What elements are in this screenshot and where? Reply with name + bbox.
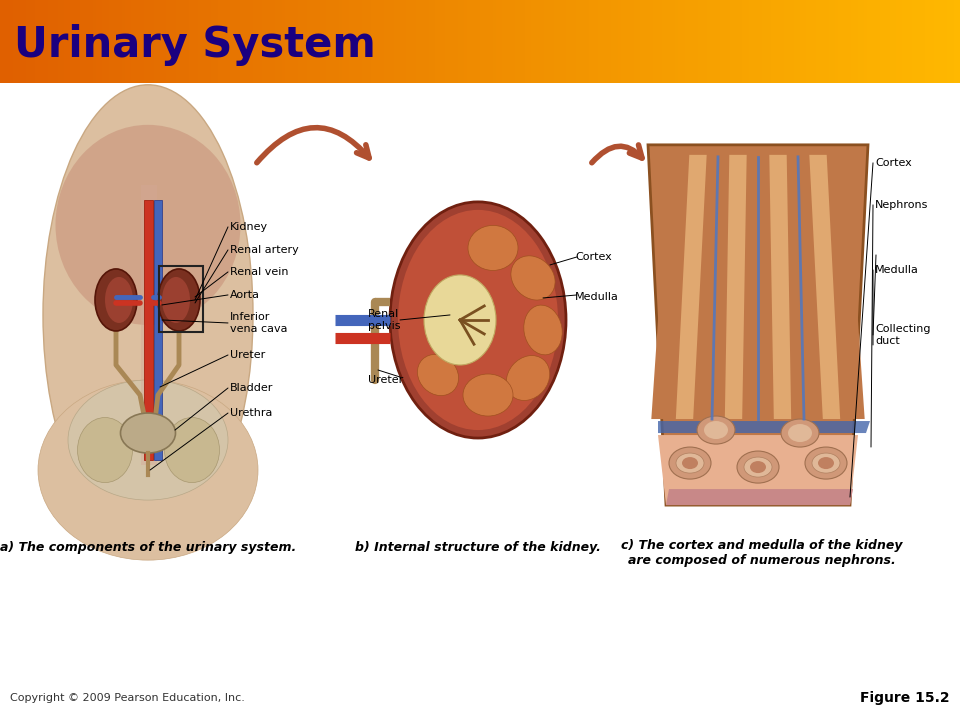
- Text: Medulla: Medulla: [575, 292, 619, 302]
- Ellipse shape: [390, 202, 566, 438]
- Ellipse shape: [506, 356, 550, 400]
- Bar: [159, 266, 203, 332]
- Bar: [141, 185, 157, 465]
- Ellipse shape: [812, 453, 840, 473]
- Ellipse shape: [43, 85, 253, 545]
- Text: Nephrons: Nephrons: [875, 200, 928, 210]
- Text: Collecting
duct: Collecting duct: [875, 324, 930, 346]
- Polygon shape: [789, 155, 816, 419]
- Ellipse shape: [704, 421, 728, 439]
- Polygon shape: [651, 155, 686, 419]
- Text: Copyright © 2009 Pearson Education, Inc.: Copyright © 2009 Pearson Education, Inc.: [10, 693, 245, 703]
- Text: Medulla: Medulla: [875, 265, 919, 275]
- Polygon shape: [750, 155, 767, 419]
- Ellipse shape: [750, 461, 766, 473]
- Ellipse shape: [78, 418, 132, 482]
- Polygon shape: [725, 155, 747, 419]
- Polygon shape: [809, 155, 840, 419]
- Ellipse shape: [418, 354, 459, 395]
- Ellipse shape: [697, 416, 735, 444]
- Polygon shape: [829, 155, 865, 419]
- Polygon shape: [648, 145, 868, 505]
- Ellipse shape: [56, 125, 241, 325]
- Polygon shape: [700, 155, 727, 419]
- Ellipse shape: [105, 277, 133, 323]
- Text: b) Internal structure of the kidney.: b) Internal structure of the kidney.: [355, 541, 601, 554]
- Text: c) The cortex and medulla of the kidney
are composed of numerous nephrons.: c) The cortex and medulla of the kidney …: [621, 539, 902, 567]
- Ellipse shape: [682, 457, 698, 469]
- Text: Ureter: Ureter: [230, 350, 265, 360]
- Text: Renal artery: Renal artery: [230, 245, 299, 255]
- Text: Ureter: Ureter: [368, 375, 403, 385]
- Ellipse shape: [158, 269, 200, 331]
- Ellipse shape: [511, 256, 555, 300]
- Ellipse shape: [398, 210, 558, 430]
- Ellipse shape: [162, 277, 190, 323]
- Ellipse shape: [68, 380, 228, 500]
- Polygon shape: [769, 155, 791, 419]
- Ellipse shape: [463, 374, 513, 416]
- Text: a) The components of the urinary system.: a) The components of the urinary system.: [0, 541, 296, 554]
- Text: Renal
pelvis: Renal pelvis: [368, 309, 400, 330]
- Text: Cortex: Cortex: [575, 252, 612, 262]
- Text: Renal vein: Renal vein: [230, 267, 289, 277]
- Ellipse shape: [424, 275, 496, 365]
- Text: Bladder: Bladder: [230, 383, 274, 393]
- Text: Urinary System: Urinary System: [14, 24, 375, 66]
- Bar: [144, 200, 153, 460]
- Ellipse shape: [164, 418, 220, 482]
- Ellipse shape: [524, 305, 563, 355]
- Polygon shape: [676, 155, 707, 419]
- Text: Aorta: Aorta: [230, 290, 260, 300]
- Text: Inferior
vena cava: Inferior vena cava: [230, 312, 287, 334]
- Ellipse shape: [788, 424, 812, 442]
- Ellipse shape: [744, 457, 772, 477]
- Polygon shape: [658, 435, 858, 505]
- Ellipse shape: [676, 453, 704, 473]
- Ellipse shape: [781, 419, 819, 447]
- FancyArrowPatch shape: [591, 145, 642, 163]
- Ellipse shape: [38, 380, 258, 560]
- Ellipse shape: [468, 225, 518, 271]
- Ellipse shape: [818, 457, 834, 469]
- FancyArrowPatch shape: [256, 127, 370, 163]
- Polygon shape: [666, 489, 853, 505]
- Ellipse shape: [95, 269, 137, 331]
- Text: Figure 15.2: Figure 15.2: [860, 691, 950, 705]
- Bar: [154, 200, 162, 460]
- Ellipse shape: [737, 451, 779, 483]
- Ellipse shape: [805, 447, 847, 479]
- Polygon shape: [658, 421, 870, 433]
- Text: Kidney: Kidney: [230, 222, 268, 232]
- Ellipse shape: [121, 413, 176, 453]
- Text: Urethra: Urethra: [230, 408, 273, 418]
- Ellipse shape: [669, 447, 711, 479]
- Text: Cortex: Cortex: [875, 158, 912, 168]
